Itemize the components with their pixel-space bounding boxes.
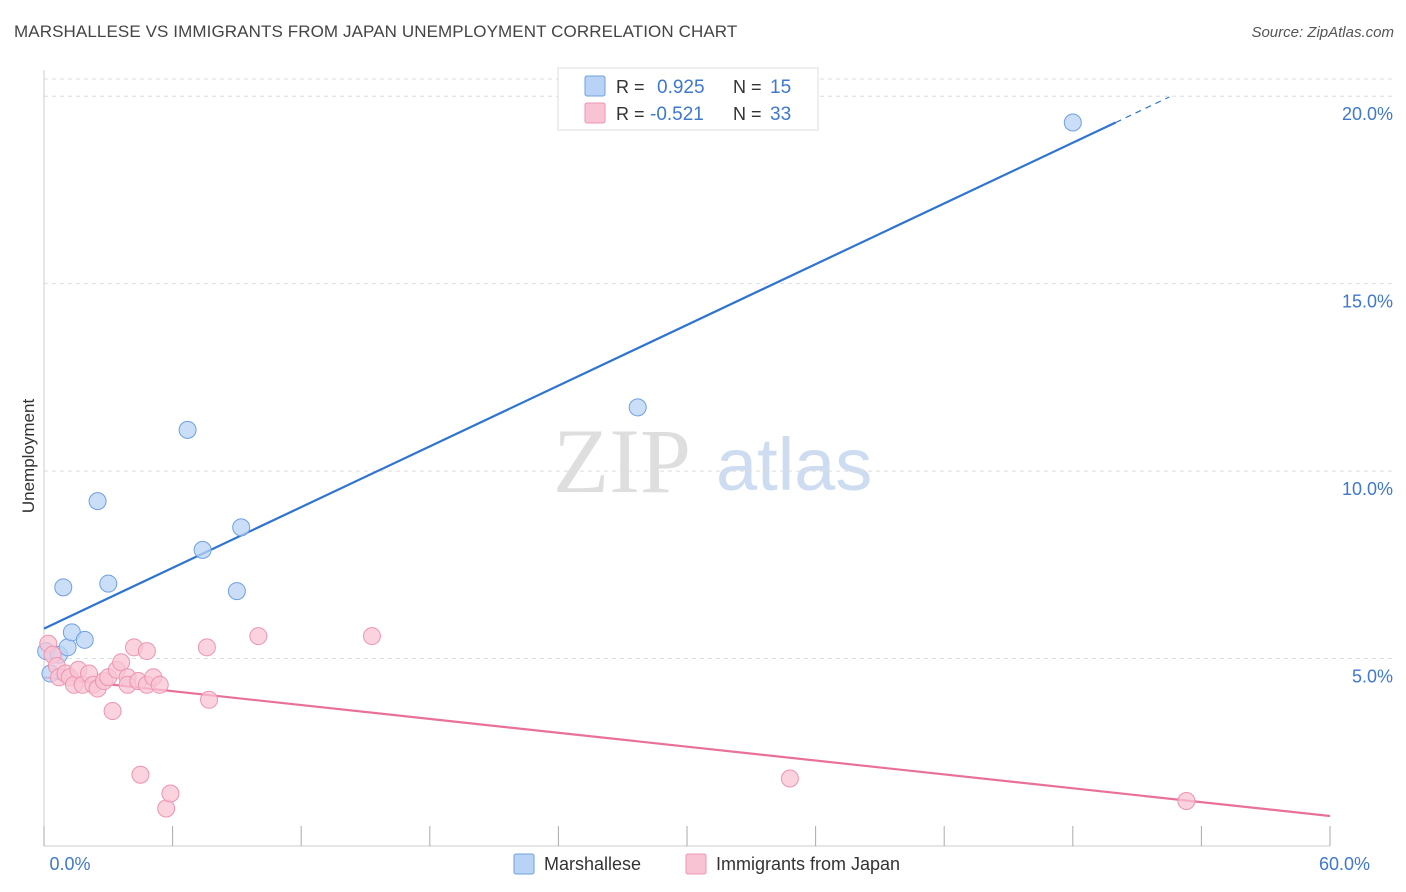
- series-legend: Marshallese Immigrants from Japan: [513, 853, 900, 875]
- trend-line-japan: [43, 676, 1331, 818]
- point-marshallese: [58, 638, 77, 657]
- point-japan: [362, 627, 381, 646]
- bottom-legend-swatch-japan: [685, 853, 707, 875]
- point-japan: [112, 653, 131, 672]
- trend-lines: [43, 96, 1331, 818]
- bottom-legend-label-japan: Immigrants from Japan: [716, 854, 900, 874]
- trend-extension-marshallese: [1115, 96, 1170, 124]
- watermark-zip: ZIP: [553, 410, 691, 512]
- y-axis-label: Unemployment: [19, 399, 38, 514]
- point-marshallese: [193, 540, 212, 559]
- point-marshallese: [88, 492, 107, 511]
- legend-swatch-japan: [584, 102, 606, 124]
- point-marshallese: [75, 630, 94, 649]
- watermark-atlas: atlas: [716, 423, 872, 506]
- point-japan: [780, 769, 799, 788]
- point-japan: [150, 675, 169, 694]
- point-japan: [249, 627, 268, 646]
- legend-r-value-2: -0.521: [650, 104, 704, 125]
- point-japan: [161, 784, 180, 803]
- point-japan: [137, 642, 156, 661]
- y-tick-labels: 5.0% 10.0% 15.0% 20.0%: [1342, 104, 1393, 686]
- x-tick-label-max: 60.0%: [1319, 854, 1370, 874]
- point-japan: [1177, 792, 1196, 811]
- bottom-legend-label-marshallese: Marshallese: [544, 854, 641, 874]
- x-tick-label-min: 0.0%: [49, 854, 90, 874]
- legend-n-value-2: 33: [770, 104, 791, 125]
- chart-title: MARSHALLESE VS IMMIGRANTS FROM JAPAN UNE…: [14, 22, 738, 41]
- point-japan: [157, 799, 176, 818]
- gridlines: [44, 78, 1392, 660]
- data-points: [37, 113, 1196, 818]
- legend-r-label-1: R =: [616, 77, 645, 97]
- legend-n-value-1: 15: [770, 77, 791, 98]
- x-ticks: [43, 826, 1331, 846]
- correlation-legend: R = 0.925 N = 15 R = -0.521 N = 33: [557, 67, 819, 131]
- y-tick-label: 20.0%: [1342, 104, 1393, 124]
- legend-r-label-2: R =: [616, 104, 645, 124]
- legend-n-label-2: N =: [733, 104, 762, 124]
- point-marshallese: [227, 582, 246, 601]
- point-marshallese: [1063, 113, 1082, 132]
- point-japan: [197, 638, 216, 657]
- y-tick-label: 5.0%: [1352, 667, 1393, 687]
- source-credit: Source: ZipAtlas.com: [1251, 24, 1394, 41]
- legend-n-label-1: N =: [733, 77, 762, 97]
- y-tick-label: 10.0%: [1342, 479, 1393, 499]
- point-marshallese: [99, 574, 118, 593]
- point-marshallese: [232, 518, 251, 537]
- point-marshallese: [54, 578, 73, 597]
- y-tick-label: 15.0%: [1342, 292, 1393, 312]
- legend-swatch-marshallese: [584, 75, 606, 97]
- legend-r-value-1: 0.925: [657, 77, 705, 98]
- point-japan: [103, 702, 122, 721]
- point-japan: [200, 690, 219, 709]
- bottom-legend-swatch-marshallese: [513, 853, 535, 875]
- point-marshallese: [628, 398, 647, 417]
- point-marshallese: [178, 420, 197, 439]
- point-japan: [131, 765, 150, 784]
- trend-line-marshallese: [43, 121, 1117, 630]
